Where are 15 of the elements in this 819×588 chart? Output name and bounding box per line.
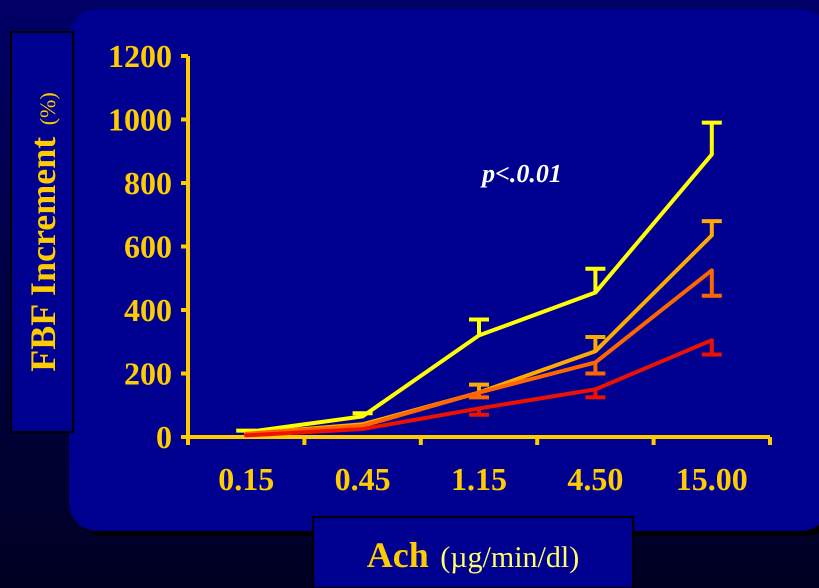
x-tick-label: 0.15 [218,461,274,497]
y-tick-label: 400 [124,292,172,328]
y-tick-label: 200 [124,356,172,392]
y-tick-label: 1000 [108,102,172,138]
y-tick-label: 1200 [108,38,172,74]
y-tick-label: 800 [124,165,172,202]
y-tick-label: 0 [156,419,172,456]
x-tick-label: 1.15 [451,461,507,497]
annotation: p<.0.01 [480,159,562,188]
x-tick-label: 4.50 [567,461,624,497]
x-tick-label: 15.00 [676,461,748,497]
x-tick-label: 0.45 [334,461,391,497]
x-axis-title: Ach (µg/min/dl) [366,535,580,575]
y-tick-label: 600 [124,228,172,265]
y-axis-title: FBF Increment (%) [23,92,63,372]
